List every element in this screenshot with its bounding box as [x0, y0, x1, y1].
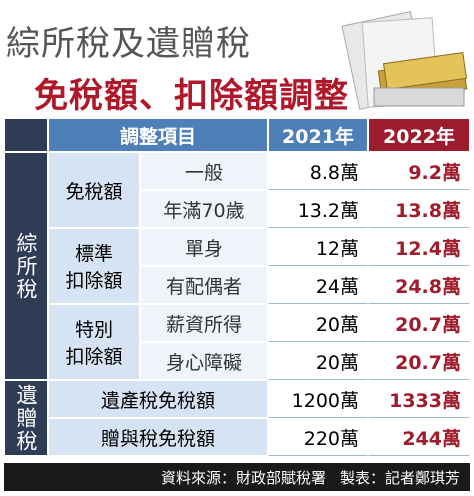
- title: 綜所稅及遺贈稅: [6, 24, 251, 64]
- item: 一般: [140, 152, 268, 190]
- group-label-line: 扣除額: [65, 346, 123, 368]
- group-label-line: 免稅額: [65, 180, 123, 203]
- value-2021: 220萬: [268, 418, 368, 456]
- item: 身心障礙: [140, 342, 268, 380]
- value-2021: 20萬: [268, 342, 368, 380]
- value-2021: 1200萬: [268, 380, 368, 418]
- value-2022: 20.7萬: [368, 342, 470, 380]
- credit: 製表：記者鄭琪芳: [339, 468, 460, 487]
- subtitle: 免稅額、扣除額調整: [34, 76, 349, 116]
- value-2022: 20.7萬: [368, 304, 470, 342]
- value-2021: 12萬: [268, 228, 368, 266]
- column-header: 2022年: [368, 118, 470, 152]
- value-2021: 20萬: [268, 304, 368, 342]
- column-header: 調整項目: [48, 118, 268, 152]
- section-label: 遺贈稅: [4, 380, 48, 456]
- item: 單身: [140, 228, 268, 266]
- value-2022: 24.8萬: [368, 266, 470, 304]
- header-corner: [4, 118, 48, 152]
- section-label: 綜所稅: [4, 152, 48, 380]
- money-illustration: [341, 11, 468, 110]
- item: 贈與稅免稅額: [48, 418, 268, 456]
- item: 年滿70歲: [140, 190, 268, 228]
- value-2022: 13.8萬: [368, 190, 470, 228]
- item: 有配偶者: [140, 266, 268, 304]
- value-2021: 8.8萬: [268, 152, 368, 190]
- footer: 資料來源：財政部賦稅署 製表：記者鄭琪芳: [4, 463, 470, 491]
- item: 遺產稅免稅額: [48, 380, 268, 418]
- item: 薪資所得: [140, 304, 268, 342]
- value-2021: 24萬: [268, 266, 368, 304]
- column-header: 2021年: [268, 118, 368, 152]
- value-2022: 9.2萬: [368, 152, 470, 190]
- value-2021: 13.2萬: [268, 190, 368, 228]
- value-2022: 1333萬: [368, 380, 470, 418]
- group-label: 標準 扣除額: [48, 228, 140, 304]
- group-label-line: 標準: [74, 243, 113, 265]
- value-2022: 244萬: [368, 418, 470, 456]
- group-label: 免稅額: [48, 152, 140, 228]
- group-label-line: 扣除額: [65, 270, 123, 292]
- group-label-line: 特別: [74, 319, 113, 341]
- value-2022: 12.4萬: [368, 228, 470, 266]
- group-label: 特別 扣除額: [48, 304, 140, 380]
- source: 資料來源：財政部賦稅署: [160, 468, 326, 487]
